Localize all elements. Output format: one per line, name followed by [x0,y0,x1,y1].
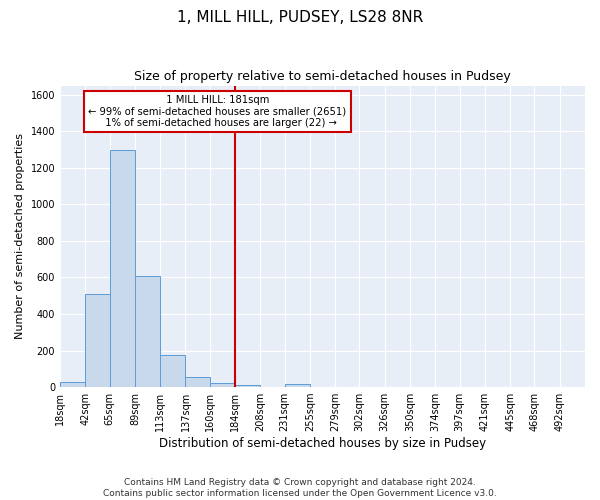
Bar [110,150,135,387]
X-axis label: Distribution of semi-detached houses by size in Pudsey: Distribution of semi-detached houses by … [159,437,486,450]
Bar [135,276,160,387]
Y-axis label: Number of semi-detached properties: Number of semi-detached properties [15,134,25,340]
Bar [185,377,210,387]
Bar [60,382,85,387]
Text: 1 MILL HILL: 181sqm  
← 99% of semi-detached houses are smaller (2651)
  1% of s: 1 MILL HILL: 181sqm ← 99% of semi-detach… [88,94,347,128]
Bar [85,294,110,387]
Bar [284,384,310,387]
Bar [210,382,235,387]
Text: Contains HM Land Registry data © Crown copyright and database right 2024.
Contai: Contains HM Land Registry data © Crown c… [103,478,497,498]
Bar [235,386,260,387]
Title: Size of property relative to semi-detached houses in Pudsey: Size of property relative to semi-detach… [134,70,511,83]
Text: 1, MILL HILL, PUDSEY, LS28 8NR: 1, MILL HILL, PUDSEY, LS28 8NR [177,10,423,25]
Bar [160,355,185,387]
